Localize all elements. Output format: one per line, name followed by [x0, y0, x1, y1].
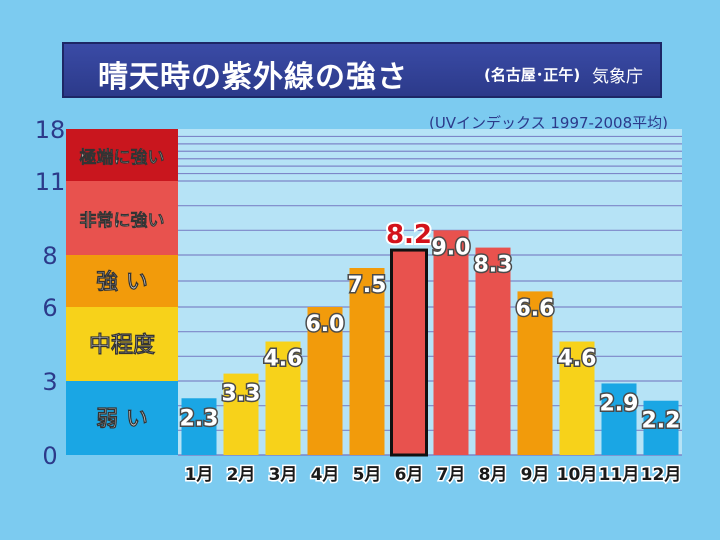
bar-8月	[475, 247, 511, 455]
data-label: 2.9	[600, 391, 639, 416]
uv-band-label-4: 極端に強い	[80, 147, 165, 168]
data-label: 8.2	[386, 220, 432, 250]
data-label: 4.6	[558, 347, 597, 372]
chart-subtitle: (名古屋･正午)	[484, 66, 581, 84]
plot-background	[178, 129, 682, 455]
data-label: 7.5	[348, 273, 387, 298]
x-tick-label: 12月	[641, 465, 682, 485]
uv-band-1	[66, 307, 178, 381]
bar-1月	[181, 398, 217, 455]
bar-4月	[307, 307, 343, 455]
x-tick-label: 10月	[557, 465, 598, 485]
x-tick-label: 11月	[599, 465, 640, 485]
data-label: 9.0	[432, 235, 471, 260]
data-label: 2.3	[180, 406, 219, 431]
bar-12月	[643, 400, 679, 455]
bar-11月	[601, 383, 637, 455]
chart-title: 晴天時の紫外線の強さ	[98, 60, 408, 95]
data-label: 8.3	[474, 253, 513, 278]
uv-band-label-3: 非常に強い	[80, 210, 165, 231]
bar-6月	[390, 248, 428, 457]
bar-7月	[433, 230, 469, 455]
x-tick-label: 8月	[479, 465, 508, 485]
y-tick-label: 3	[42, 368, 57, 396]
y-tick-label: 6	[42, 294, 57, 322]
x-tick-label: 5月	[353, 465, 382, 485]
data-label: 6.6	[516, 296, 555, 321]
x-tick-label: 1月	[185, 465, 214, 485]
y-tick-label: 18	[35, 116, 66, 144]
chart-source: 気象庁	[592, 67, 643, 87]
uv-band-0	[66, 381, 178, 455]
y-tick-label: 0	[42, 442, 57, 470]
x-tick-label: 7月	[437, 465, 466, 485]
x-tick-label: 6月	[395, 465, 424, 485]
y-tick-label: 11	[35, 168, 66, 196]
bar-10月	[559, 341, 595, 455]
bar-9月	[517, 291, 553, 455]
data-label: 6.0	[306, 312, 345, 337]
bar-5月	[349, 268, 385, 455]
data-label: 4.6	[264, 347, 303, 372]
uv-band-3	[66, 181, 178, 255]
uv-band-label-0: 弱 い	[96, 407, 148, 432]
uv-band-label-2: 強 い	[96, 269, 148, 295]
x-tick-label: 2月	[227, 465, 256, 485]
data-label: 2.2	[642, 409, 681, 434]
data-label: 3.3	[222, 382, 261, 407]
x-tick-label: 3月	[269, 465, 298, 485]
bar-3月	[265, 341, 301, 455]
uv-band-2	[66, 255, 178, 307]
uv-band-label-1: 中程度	[89, 332, 156, 358]
title-bar: 晴天時の紫外線の強さ (名古屋･正午) 気象庁	[62, 42, 662, 98]
x-tick-label: 9月	[521, 465, 550, 485]
x-tick-label: 4月	[311, 465, 340, 485]
uv-band-4	[66, 129, 178, 181]
y-tick-label: 8	[42, 242, 57, 270]
chart-note: (UVインデックス 1997-2008平均)	[428, 114, 668, 132]
bar-2月	[223, 373, 259, 455]
